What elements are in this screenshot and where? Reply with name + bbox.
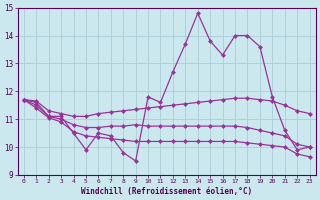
X-axis label: Windchill (Refroidissement éolien,°C): Windchill (Refroidissement éolien,°C) [81, 187, 252, 196]
